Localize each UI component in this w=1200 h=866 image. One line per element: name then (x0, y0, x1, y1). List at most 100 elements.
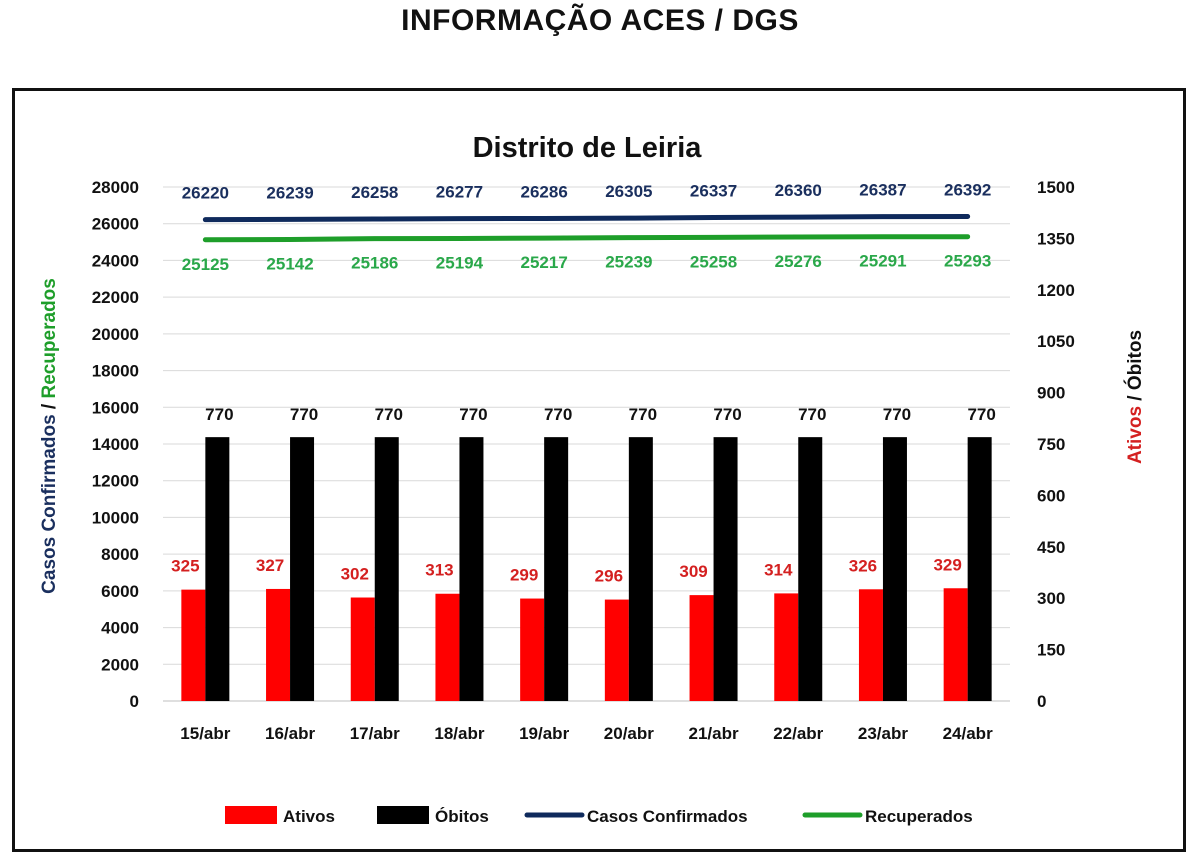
left-axis-tick-label: 8000 (101, 545, 139, 564)
bar-obitos (882, 437, 907, 701)
data-label-casos-confirmados: 26286 (521, 182, 568, 201)
data-label-casos-confirmados: 26220 (182, 184, 229, 203)
right-axis-title: Ativos / Óbitos (1124, 330, 1146, 464)
right-axis-title-sep: / (1125, 390, 1146, 406)
data-label-casos-confirmados: 26387 (859, 181, 906, 200)
right-axis-tick-label: 1200 (1037, 281, 1075, 300)
left-axis-title: Casos Confirmados / Recuperados (39, 278, 60, 594)
data-label-casos-confirmados: 26277 (436, 183, 483, 202)
legend-casos-confirmados-label: Casos Confirmados (587, 807, 748, 826)
right-axis-tick-label: 750 (1037, 435, 1065, 454)
right-axis-tick-label: 150 (1037, 641, 1065, 660)
data-label-ativos: 327 (256, 556, 284, 575)
bar-obitos (967, 437, 992, 701)
legend-recuperados-label: Recuperados (865, 807, 973, 826)
left-axis-tick-label: 22000 (92, 288, 139, 307)
left-axis-tick-label: 28000 (92, 178, 139, 197)
bar-obitos (290, 437, 315, 701)
data-label-obitos: 770 (544, 405, 572, 424)
chart: Distrito de Leiria0200040006000800010000… (39, 132, 1146, 826)
data-label-ativos: 325 (171, 557, 199, 576)
bar-ativos (520, 598, 545, 701)
legend-ativos-label: Ativos (283, 807, 335, 826)
chart-title: Distrito de Leiria (473, 132, 703, 164)
left-axis-tick-label: 16000 (92, 398, 139, 417)
x-axis-tick-label: 16/abr (265, 724, 315, 743)
data-label-ativos: 329 (933, 555, 961, 574)
bar-ativos (350, 597, 375, 701)
data-label-ativos: 309 (679, 562, 707, 581)
chart-frame: Distrito de Leiria 0 2000 4000 6000 8000 10000… (12, 88, 1186, 852)
left-axis-title-part1: Casos Confirmados (39, 414, 60, 593)
data-label-obitos: 770 (205, 405, 233, 424)
legend-obitos-swatch (377, 806, 429, 824)
left-axis-tick-label: 0 (130, 692, 139, 711)
data-label-casos-confirmados: 26239 (266, 183, 313, 202)
left-axis-tick-label: 10000 (92, 508, 139, 527)
x-axis-tick-label: 22/abr (773, 724, 823, 743)
data-label-obitos: 770 (459, 405, 487, 424)
data-label-obitos: 770 (967, 405, 995, 424)
right-axis-tick-label: 600 (1037, 486, 1065, 505)
left-axis-title-part2: Recuperados (39, 278, 60, 398)
bar-ativos (266, 588, 291, 701)
data-label-casos-confirmados: 26337 (690, 182, 737, 201)
left-axis-tick-label: 14000 (92, 435, 139, 454)
data-label-obitos: 770 (290, 405, 318, 424)
right-axis-tick-label: 450 (1037, 538, 1065, 557)
data-label-ativos: 302 (341, 565, 369, 584)
data-label-recuperados: 25186 (351, 254, 398, 273)
data-label-obitos: 770 (375, 405, 403, 424)
x-axis-tick-label: 24/abr (943, 724, 993, 743)
data-label-casos-confirmados: 26258 (351, 183, 398, 202)
data-label-recuperados: 25125 (182, 255, 229, 274)
left-axis-tick-label: 12000 (92, 472, 139, 491)
bar-ativos (858, 589, 883, 701)
legend-ativos-swatch (225, 806, 277, 824)
right-axis-tick-label: 1050 (1037, 332, 1075, 351)
data-label-ativos: 314 (764, 560, 793, 579)
right-axis-title-part1: Ativos (1125, 406, 1146, 464)
line-casos-confirmados (202, 214, 971, 223)
bar-obitos (374, 437, 399, 701)
left-axis-tick-label: 6000 (101, 582, 139, 601)
bar-obitos (459, 437, 484, 701)
bar-ativos (774, 593, 799, 701)
data-label-ativos: 326 (849, 556, 877, 575)
bar-obitos (205, 437, 230, 701)
bar-ativos (689, 595, 714, 701)
left-axis-title-sep: / (39, 399, 60, 415)
left-axis-tick-label: 20000 (92, 325, 139, 344)
bar-obitos (713, 437, 738, 701)
data-label-casos-confirmados: 26392 (944, 181, 991, 200)
x-axis-tick-label: 21/abr (689, 724, 739, 743)
data-label-casos-confirmados: 26360 (775, 181, 822, 200)
left-axis-tick-label: 4000 (101, 619, 139, 638)
data-label-ativos: 313 (425, 561, 453, 580)
data-label-obitos: 770 (713, 405, 741, 424)
x-axis-tick-label: 20/abr (604, 724, 654, 743)
bar-obitos (628, 437, 653, 701)
right-axis-tick-label: 300 (1037, 589, 1065, 608)
data-label-recuperados: 25291 (859, 252, 906, 271)
legend-obitos-label: Óbitos (435, 807, 489, 826)
data-label-recuperados: 25293 (944, 252, 991, 271)
left-axis-tick-label: 2000 (101, 655, 139, 674)
bar-ativos (435, 593, 460, 701)
data-label-recuperados: 25142 (266, 254, 313, 273)
left-axis-tick-label: 18000 (92, 362, 139, 381)
data-label-obitos: 770 (798, 405, 826, 424)
x-axis-tick-label: 18/abr (434, 724, 484, 743)
x-axis-tick-label: 23/abr (858, 724, 908, 743)
left-axis-tick-label: 24000 (92, 251, 139, 270)
data-label-recuperados: 25194 (436, 254, 484, 273)
right-axis-title-part2: Óbitos (1124, 330, 1146, 390)
x-axis-tick-label: 19/abr (519, 724, 569, 743)
right-axis-tick-label: 1500 (1037, 178, 1075, 197)
line-recuperados (202, 234, 971, 243)
data-label-recuperados: 25258 (690, 252, 737, 271)
bar-ativos (181, 589, 206, 701)
right-axis-tick-label: 0 (1037, 692, 1046, 711)
x-axis-tick-label: 17/abr (350, 724, 400, 743)
left-axis-tick-label: 26000 (92, 215, 139, 234)
